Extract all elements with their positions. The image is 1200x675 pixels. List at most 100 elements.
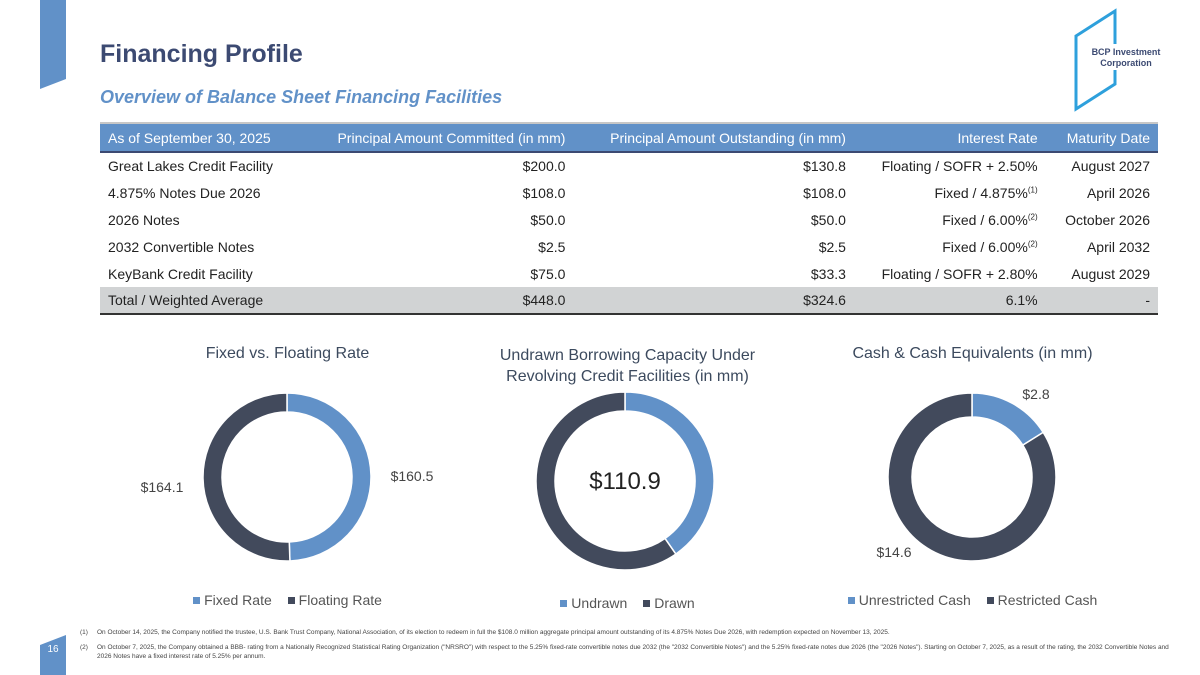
ribbon-decoration-top [40, 0, 66, 89]
header-maturity: Maturity Date [1045, 122, 1158, 153]
cell-facility: 2032 Convertible Notes [108, 238, 255, 255]
cell-committed: $75.0 [530, 265, 566, 282]
company-logo-text: BCP Investment Corporation [1086, 47, 1166, 69]
legend-item: Drawn [643, 595, 695, 611]
legend-label: Restricted Cash [997, 592, 1098, 608]
donut-slice-restricted-cash [887, 392, 1057, 562]
chart-title: Fixed vs. Floating Rate [205, 345, 370, 362]
donut-slice-drawn [535, 391, 677, 571]
footnote: (2) On October 7, 2025, the Company obta… [80, 643, 1170, 661]
legend-label: Drawn [654, 595, 695, 611]
chart-legend: Fixed Rate Floating Rate [140, 592, 435, 608]
logo-line-1: BCP Investment [1091, 47, 1161, 57]
footnote-ref: (2) [1027, 211, 1038, 221]
total-committed: $448.0 [301, 287, 574, 315]
cell-facility: KeyBank Credit Facility [108, 265, 253, 282]
cell-maturity: April 2032 [1086, 238, 1150, 255]
legend-label: Undrawn [571, 595, 628, 611]
legend-swatch [193, 596, 201, 604]
data-label: $14.6 [876, 544, 911, 560]
legend-swatch [643, 599, 651, 607]
chart-legend: Unrestricted Cash Restricted Cash [830, 592, 1115, 608]
cell-maturity: August 2027 [1071, 158, 1150, 174]
chart-title-line: Revolving Credit Facilities (in mm) [506, 368, 749, 385]
footnote-ref: (1) [1027, 184, 1038, 194]
data-label: $160.5 [391, 468, 434, 484]
cell-committed: $2.5 [538, 238, 566, 255]
page-subtitle: Overview of Balance Sheet Financing Faci… [100, 87, 503, 107]
legend-item: Fixed Rate [193, 592, 272, 608]
header-committed: Principal Amount Committed (in mm) [301, 122, 574, 153]
footnote-number: (2) [80, 644, 88, 651]
legend-label: Fixed Rate [204, 592, 272, 608]
legend-label: Floating Rate [298, 592, 382, 608]
donut-chart: $110.9 [535, 391, 715, 571]
rate-text: Floating / SOFR + 2.80% [881, 265, 1038, 282]
header-facility: As of September 30, 2025 [100, 122, 302, 153]
table-row: KeyBank Credit Facility $75.0 $33.3 Floa… [100, 260, 1158, 287]
cash-equivalents-chart: Cash & Cash Equivalents (in mm) $2.8 $14.… [830, 340, 1115, 620]
legend-swatch [287, 596, 295, 604]
table-total-row: Total / Weighted Average $448.0 $324.6 6… [100, 287, 1158, 315]
cell-interest-rate: Fixed / 4.875%(1) [854, 179, 1046, 206]
footnote-number: (1) [80, 629, 88, 636]
footnotes: (1) On October 14, 2025, the Company not… [80, 628, 1170, 667]
footnote: (1) On October 14, 2025, the Company not… [80, 628, 1170, 637]
footnote-text: On October 7, 2025, the Company obtained… [97, 644, 1169, 660]
donut-slice-floating-rate [202, 392, 291, 562]
rate-text: Floating / SOFR + 2.50% [881, 158, 1038, 174]
legend-swatch [560, 599, 568, 607]
total-label: Total / Weighted Average [100, 287, 302, 315]
footnote-ref: (2) [1027, 238, 1038, 248]
cell-facility: 4.875% Notes Due 2026 [108, 184, 261, 201]
financing-table: As of September 30, 2025 Principal Amoun… [100, 122, 1158, 315]
cell-outstanding: $33.3 [810, 265, 846, 282]
cell-outstanding: $50.0 [810, 211, 846, 228]
table-row: 4.875% Notes Due 2026 $108.0 $108.0 Fixe… [100, 179, 1158, 206]
header-interest-rate: Interest Rate [853, 122, 1046, 153]
legend-label: Unrestricted Cash [858, 592, 971, 608]
table-row: Great Lakes Credit Facility $200.0 $130.… [100, 152, 1158, 179]
cell-facility: 2026 Notes [108, 211, 180, 228]
donut-chart: $2.8 $14.6 [876, 386, 1057, 562]
chart-title-line: Undrawn Borrowing Capacity Under [499, 347, 756, 364]
cell-outstanding: $2.5 [818, 238, 846, 255]
logo-line-2: Corporation [1100, 58, 1152, 68]
data-label: $164.1 [141, 479, 184, 495]
header-outstanding: Principal Amount Outstanding (in mm) [573, 122, 854, 153]
legend-item: Restricted Cash [986, 592, 1098, 608]
table-row: 2026 Notes $50.0 $50.0 Fixed / 6.00%(2) … [100, 206, 1158, 233]
cell-interest-rate: Floating / SOFR + 2.80% [854, 260, 1046, 287]
cell-interest-rate: Floating / SOFR + 2.50% [854, 152, 1046, 179]
cell-committed: $108.0 [522, 184, 566, 201]
cell-maturity: August 2029 [1071, 265, 1150, 282]
rate-text: Fixed / 6.00% [942, 238, 1028, 255]
chart-legend: Undrawn Drawn [470, 595, 785, 611]
table-header-row: As of September 30, 2025 Principal Amoun… [100, 122, 1158, 153]
cell-committed: $200.0 [522, 158, 566, 174]
legend-swatch [986, 596, 994, 604]
chart-title: Undrawn Borrowing Capacity Under Revolvi… [470, 345, 785, 387]
cell-interest-rate: Fixed / 6.00%(2) [854, 206, 1046, 233]
company-logo-icon [1074, 8, 1122, 112]
undrawn-capacity-chart: Undrawn Borrowing Capacity Under Revolvi… [470, 340, 785, 620]
legend-item: Undrawn [560, 595, 627, 611]
page-number: 16 [47, 644, 59, 655]
legend-item: Unrestricted Cash [847, 592, 971, 608]
rate-text: Fixed / 6.00% [942, 211, 1028, 228]
legend-swatch [847, 596, 855, 604]
cell-outstanding: $108.0 [803, 184, 846, 201]
legend-item: Floating Rate [287, 592, 382, 608]
donut-slice-fixed-rate [286, 392, 372, 562]
total-interest-rate: 6.1% [853, 287, 1046, 315]
cell-maturity: October 2026 [1065, 211, 1150, 228]
donut-chart: $160.5 $164.1 [141, 392, 434, 562]
chart-title: Cash & Cash Equivalents (in mm) [852, 345, 1093, 362]
cell-interest-rate: Fixed / 6.00%(2) [854, 233, 1046, 260]
ribbon-decoration-bottom [40, 635, 66, 675]
cell-outstanding: $130.8 [803, 158, 846, 174]
rate-text: Fixed / 4.875% [934, 184, 1028, 201]
table-row: 2032 Convertible Notes $2.5 $2.5 Fixed /… [100, 233, 1158, 260]
total-maturity: - [1045, 287, 1158, 315]
cell-maturity: April 2026 [1086, 184, 1150, 201]
